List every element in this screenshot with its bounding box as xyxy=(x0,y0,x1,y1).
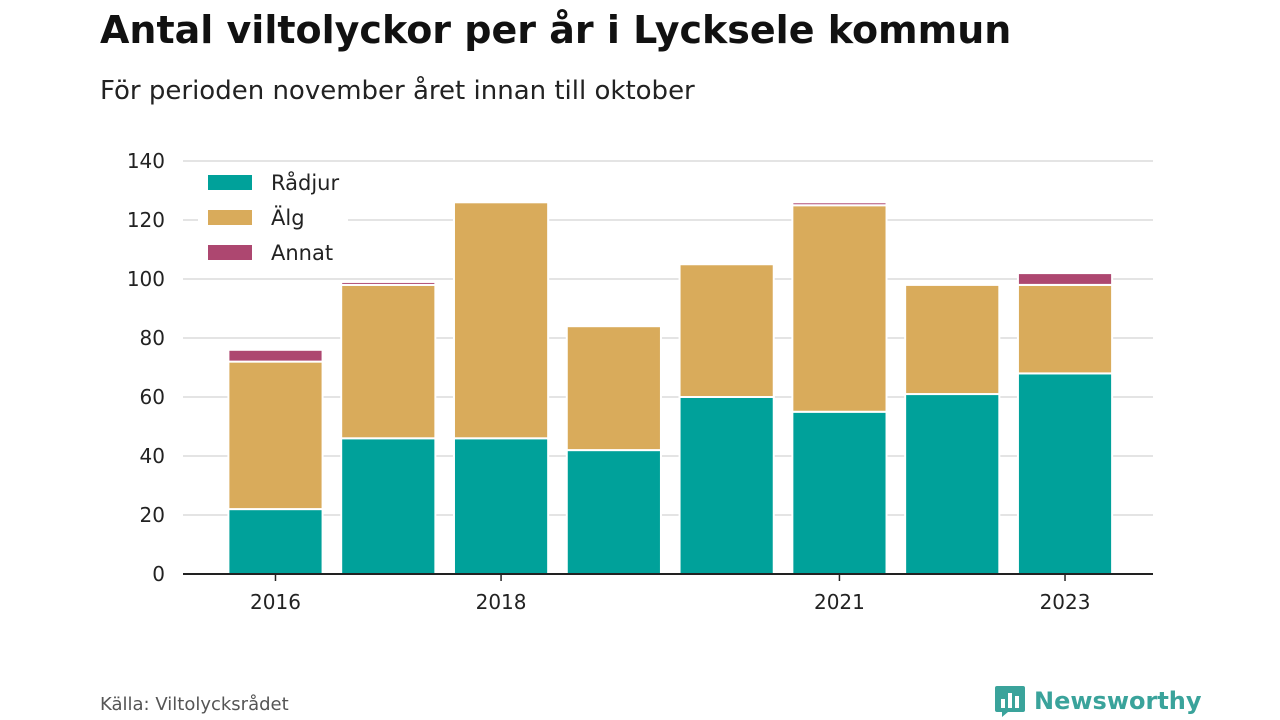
bar-segment xyxy=(1016,372,1114,575)
legend-label: Annat xyxy=(271,241,333,265)
bar-segment xyxy=(452,201,550,440)
x-tick-label: 2016 xyxy=(250,590,301,614)
brand-name: Newsworthy xyxy=(1034,687,1202,715)
y-tick-label: 120 xyxy=(127,208,165,232)
bar-segment xyxy=(340,283,437,440)
brand-logo: Newsworthy xyxy=(994,684,1202,718)
bar-segment xyxy=(791,204,888,413)
bar-segment xyxy=(904,283,1001,396)
y-tick-label: 0 xyxy=(152,562,165,586)
bar-segment xyxy=(678,396,775,575)
bar-segment xyxy=(678,263,775,398)
y-tick-label: 60 xyxy=(140,385,165,409)
bar-segment xyxy=(565,325,662,452)
bar-segment xyxy=(227,508,324,576)
x-tick-label: 2018 xyxy=(476,590,527,614)
legend-swatch xyxy=(208,245,252,260)
chart-subtitle: För perioden november året innan till ok… xyxy=(100,76,695,106)
bar-segment xyxy=(904,393,1001,575)
bar-segment xyxy=(565,449,662,576)
bar-segment xyxy=(1016,272,1114,286)
chart-title: Antal viltolyckor per år i Lycksele komm… xyxy=(100,8,1012,52)
legend-swatch xyxy=(208,175,252,190)
legend-label: Rådjur xyxy=(271,170,339,195)
bar-segment xyxy=(340,280,437,286)
bar-segment xyxy=(1016,283,1114,375)
source-note: Källa: Viltolycksrådet xyxy=(100,694,289,715)
x-axis-ticks: 2016 2018 2021 2023 xyxy=(250,574,1090,614)
bar-segment xyxy=(791,201,888,207)
bar-segment xyxy=(340,437,437,575)
y-tick-label: 20 xyxy=(140,503,165,527)
y-axis-ticks: 0 20 40 60 80 100 120 140 xyxy=(127,149,165,586)
bars xyxy=(183,201,1153,576)
x-tick-label: 2023 xyxy=(1040,590,1091,614)
y-tick-label: 40 xyxy=(140,444,165,468)
x-tick-label: 2021 xyxy=(814,590,865,614)
y-tick-label: 100 xyxy=(127,267,165,291)
legend-swatch xyxy=(208,210,252,225)
legend-label: Älg xyxy=(271,205,305,230)
bar-segment xyxy=(227,348,324,363)
y-tick-label: 80 xyxy=(140,326,165,350)
legend: Rådjur Älg Annat xyxy=(198,164,348,272)
newsworthy-logo-icon xyxy=(995,686,1025,717)
bar-segment xyxy=(452,437,550,575)
bar-segment xyxy=(791,410,888,575)
y-tick-label: 140 xyxy=(127,149,165,173)
bar-segment xyxy=(227,360,324,511)
